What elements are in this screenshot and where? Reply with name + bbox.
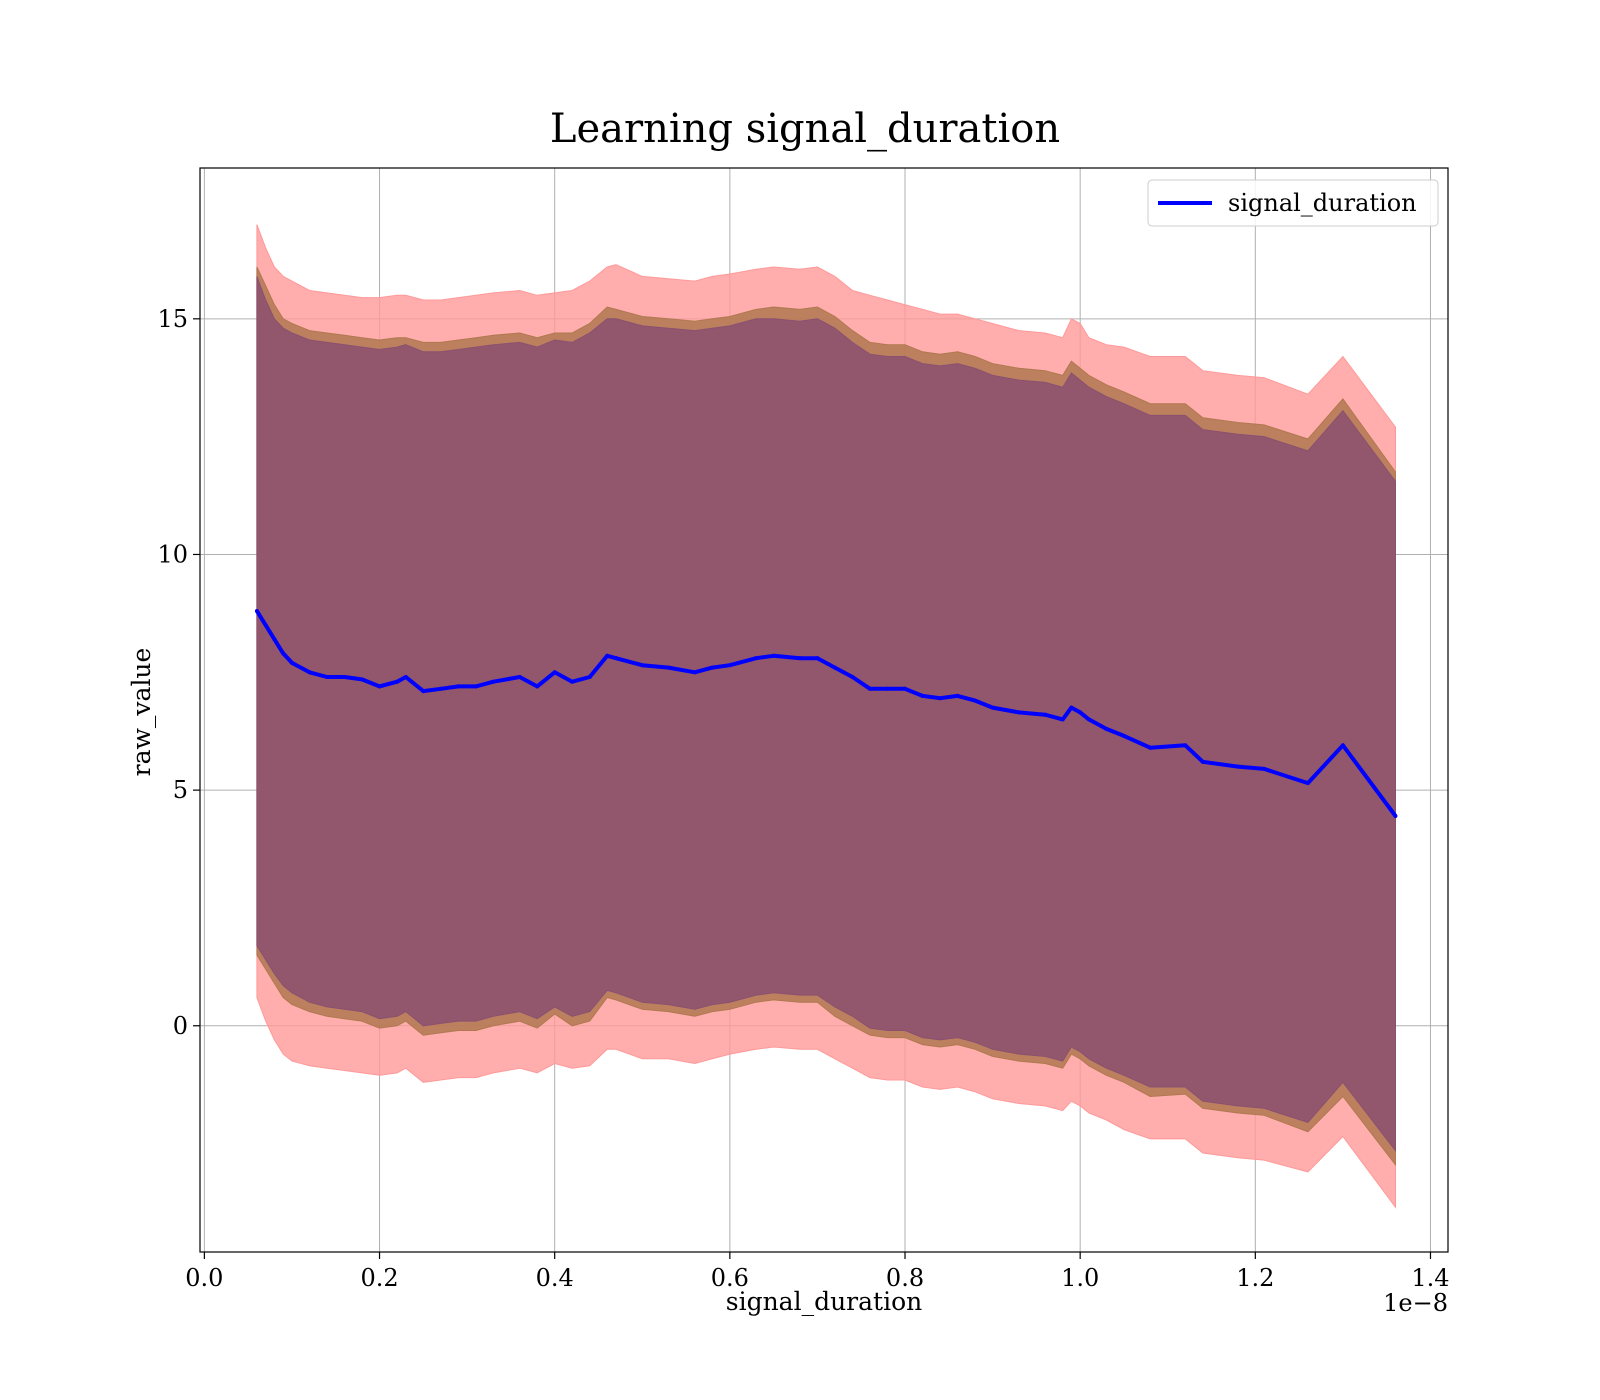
data-point-24 bbox=[640, 663, 645, 668]
data-point-5 bbox=[307, 670, 312, 675]
x-tick-label-4: 0.8 bbox=[886, 1264, 924, 1292]
x-tick-label-0: 0.0 bbox=[185, 1264, 223, 1292]
data-point-12 bbox=[421, 689, 426, 694]
data-point-23 bbox=[614, 656, 618, 661]
data-point-55 bbox=[1262, 766, 1267, 771]
x-axis-offset-text: 1e−8 bbox=[1383, 1289, 1448, 1317]
legend: signal_duration bbox=[1147, 179, 1439, 227]
data-point-38 bbox=[920, 693, 925, 698]
y-tick-label-3: 15 bbox=[157, 305, 188, 333]
data-point-17 bbox=[517, 675, 522, 680]
data-point-30 bbox=[771, 653, 776, 658]
data-point-36 bbox=[885, 686, 890, 691]
data-point-32 bbox=[815, 656, 820, 661]
y-tick-label-0: 0 bbox=[173, 1012, 188, 1040]
data-point-10 bbox=[395, 679, 400, 684]
data-point-21 bbox=[587, 675, 592, 680]
x-tick-label-6: 1.2 bbox=[1236, 1264, 1274, 1292]
data-point-28 bbox=[727, 663, 732, 668]
y-tick-label-1: 5 bbox=[173, 776, 188, 804]
data-point-31 bbox=[797, 656, 802, 661]
data-point-19 bbox=[552, 670, 557, 675]
data-point-48 bbox=[1086, 717, 1091, 722]
y-axis-label: raw_value bbox=[127, 648, 156, 777]
data-point-53 bbox=[1200, 759, 1205, 764]
data-point-16 bbox=[491, 679, 496, 684]
data-point-34 bbox=[850, 675, 855, 680]
data-point-54 bbox=[1235, 764, 1240, 769]
data-point-33 bbox=[832, 665, 837, 670]
data-point-51 bbox=[1148, 745, 1153, 750]
data-point-0 bbox=[254, 609, 259, 614]
legend-box bbox=[1147, 179, 1439, 227]
data-point-3 bbox=[281, 651, 286, 656]
x-tick-label-3: 0.6 bbox=[711, 1264, 749, 1292]
data-point-46 bbox=[1069, 705, 1074, 710]
data-point-49 bbox=[1104, 726, 1109, 731]
data-point-42 bbox=[990, 705, 995, 710]
x-axis-ticks: 0.0 0.2 0.4 0.6 0.8 1.0 1.2 1.4 bbox=[185, 1252, 1450, 1292]
data-point-20 bbox=[570, 679, 575, 684]
data-point-1 bbox=[263, 623, 268, 628]
data-point-56 bbox=[1305, 781, 1310, 786]
data-point-45 bbox=[1060, 717, 1065, 722]
data-point-14 bbox=[456, 684, 461, 689]
legend-label-signal-duration: signal_duration bbox=[1228, 189, 1417, 217]
data-point-57 bbox=[1340, 743, 1345, 748]
data-point-47 bbox=[1078, 710, 1083, 715]
y-axis-ticks: 0 5 10 15 bbox=[157, 305, 200, 1040]
data-point-41 bbox=[973, 698, 978, 703]
data-point-11 bbox=[403, 675, 408, 680]
x-tick-label-1: 0.2 bbox=[360, 1264, 398, 1292]
data-point-8 bbox=[360, 677, 365, 682]
data-point-22 bbox=[605, 653, 610, 658]
data-point-18 bbox=[535, 684, 540, 689]
x-tick-label-2: 0.4 bbox=[536, 1264, 574, 1292]
data-point-50 bbox=[1121, 733, 1126, 738]
data-point-2 bbox=[272, 637, 277, 642]
data-point-40 bbox=[955, 693, 960, 698]
data-point-35 bbox=[867, 686, 872, 691]
data-point-6 bbox=[324, 675, 329, 680]
data-point-15 bbox=[473, 684, 478, 689]
plot-frame bbox=[199, 167, 1449, 1253]
data-point-9 bbox=[377, 684, 382, 689]
y-tick-label-2: 10 bbox=[157, 540, 188, 568]
series-points bbox=[254, 609, 1398, 819]
data-point-29 bbox=[754, 656, 759, 661]
data-point-27 bbox=[710, 665, 715, 670]
data-point-13 bbox=[438, 686, 443, 691]
x-tick-label-5: 1.0 bbox=[1061, 1264, 1099, 1292]
data-point-44 bbox=[1043, 712, 1048, 717]
chart-title: Learning signal_duration bbox=[550, 106, 1060, 152]
data-point-7 bbox=[342, 675, 347, 680]
band-inner bbox=[256, 276, 1396, 1153]
x-axis-label: signal_duration bbox=[726, 1287, 922, 1316]
data-point-25 bbox=[666, 665, 671, 670]
data-point-37 bbox=[903, 686, 908, 691]
data-point-43 bbox=[1016, 710, 1021, 715]
data-point-4 bbox=[289, 660, 294, 665]
x-tick-label-7: 1.4 bbox=[1411, 1264, 1449, 1292]
data-point-39 bbox=[938, 696, 943, 701]
data-point-58 bbox=[1393, 814, 1398, 819]
data-point-52 bbox=[1183, 743, 1188, 748]
data-point-26 bbox=[692, 670, 697, 675]
